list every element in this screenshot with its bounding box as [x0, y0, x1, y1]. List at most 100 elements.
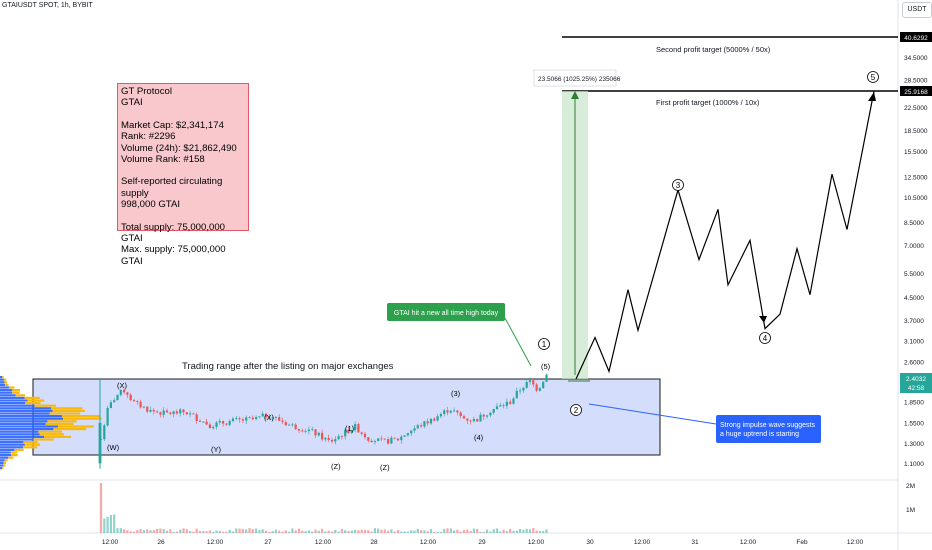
profile-bar-buy-5 [0, 389, 13, 392]
profile-bar-sell-30 [11, 454, 18, 457]
profile-bar-sell-32 [4, 459, 8, 462]
profile-bar-sell-22 [39, 433, 64, 436]
volume-bar-40 [231, 531, 235, 533]
candle-60 [297, 429, 301, 431]
wave-3: 3 [672, 179, 684, 191]
volume-bar-73 [340, 529, 343, 533]
volume-bar-126 [515, 530, 518, 533]
volume-bar-22 [172, 532, 175, 533]
subwave-y: (Y) [211, 445, 222, 454]
candle-135 [545, 374, 548, 382]
price-axis[interactable]: 34.5000 28.5000 22.5000 18.5000 15.5000 12.50… [904, 55, 928, 468]
candle-117 [486, 415, 489, 417]
svg-text:5: 5 [871, 73, 876, 82]
vol-tick-2m: 2M [906, 483, 915, 490]
candle-106 [449, 410, 452, 413]
candle-79 [360, 432, 363, 434]
profile-bar-sell-28 [14, 448, 24, 451]
candle-64 [311, 429, 314, 431]
profile-bar-buy-29 [0, 451, 11, 454]
profile-bar-buy-33 [0, 461, 4, 464]
volume-bar-39 [228, 529, 231, 533]
profile-bar-sell-2 [4, 381, 8, 384]
measure-label: 23.5066 (1025.25%) 235066 [538, 76, 621, 83]
profile-bar-buy-30 [0, 454, 11, 457]
candle-115 [479, 414, 482, 422]
volume-bar-93 [406, 531, 409, 533]
y-tick-1: 28.5000 [904, 77, 928, 84]
volume-bar-135 [545, 529, 548, 533]
volume-bar-47 [255, 528, 258, 533]
target2-price-tag: 40.6292 [900, 32, 932, 42]
x-tick-6: 12:00 [420, 539, 437, 546]
range-label: Trading range after the listing on major… [182, 361, 394, 372]
volume-bar-11 [136, 530, 139, 533]
profile-bar-buy-22 [0, 433, 40, 436]
profile-bar-sell-0 [2, 376, 4, 379]
volume-bar-91 [400, 531, 403, 533]
volume-bar-26 [185, 529, 188, 533]
candle-111 [466, 418, 469, 421]
y-tick-11: 3.7000 [904, 318, 924, 325]
currency-button[interactable]: USDT [902, 2, 932, 18]
candle-82 [370, 440, 373, 443]
candle-1 [103, 425, 106, 440]
symbol-header[interactable]: GTAIUSDT SPOT, 1h, BYBIT [2, 2, 93, 9]
x-tick-10: 12:00 [634, 539, 651, 546]
profile-bar-sell-14 [49, 412, 81, 415]
time-axis[interactable]: 12:00 26 12:00 27 12:00 28 12:00 29 12:00 30 12:00… [102, 539, 864, 546]
candle-39 [228, 421, 231, 425]
volume-bar-76 [350, 530, 353, 533]
profile-bar-sell-3 [5, 383, 9, 386]
info-supply-label: Self-reported circulating supply [121, 176, 223, 199]
volume-bar-0 [99, 483, 103, 533]
x-tick-12: 12:00 [740, 539, 757, 546]
candle-12 [139, 401, 142, 408]
volume-bar-111 [466, 529, 469, 533]
profile-bar-sell-26 [24, 443, 41, 446]
profile-bar-buy-13 [0, 409, 53, 412]
svg-text:a huge uptrend is starting: a huge uptrend is starting [720, 431, 799, 438]
candle-62 [304, 431, 307, 432]
volume-bar-8 [126, 530, 129, 533]
candle-16 [152, 409, 155, 412]
profile-bar-buy-21 [0, 430, 39, 433]
profile-bar-buy-15 [0, 415, 62, 418]
volume-bar-30 [198, 530, 202, 533]
volume-bar-129 [525, 528, 528, 533]
volume-bar-113 [472, 528, 475, 533]
profile-bar-buy-8 [0, 396, 25, 399]
volume-bar-109 [459, 531, 462, 533]
volume-bar-12 [139, 529, 142, 533]
svg-text:40.6292: 40.6292 [904, 35, 928, 42]
volume-bar-55 [281, 531, 284, 533]
volume-bar-43 [241, 528, 244, 533]
candle-108 [456, 410, 459, 413]
volume-bar-83 [373, 528, 376, 533]
svg-text:2: 2 [574, 406, 579, 415]
candle-54 [278, 417, 281, 421]
y-tick-13: 2.6000 [904, 360, 924, 367]
candle-20 [165, 410, 169, 413]
candle-72 [337, 436, 340, 440]
candle-76 [350, 430, 353, 433]
candle-83 [373, 441, 376, 443]
candle-50 [264, 413, 268, 418]
volume-bar-25 [182, 528, 185, 533]
current-price-tag: 2.4032 42:58 [900, 373, 932, 393]
info-max-supply: Max. supply: 75,000,000 GTAI [121, 244, 226, 267]
volume-bar-110 [462, 529, 466, 533]
volume-bar-61 [301, 530, 304, 533]
candle-103 [439, 414, 442, 417]
volume-bar-119 [492, 529, 495, 533]
profile-bar-buy-34 [0, 464, 4, 467]
profile-bar-sell-9 [27, 399, 45, 402]
volume-bar-37 [222, 531, 225, 533]
candle-51 [268, 417, 271, 419]
candle-55 [281, 420, 284, 422]
volume-bar-77 [354, 529, 357, 533]
volume-bar-125 [512, 530, 515, 533]
profile-bar-sell-29 [10, 451, 18, 454]
profile-bar-sell-5 [12, 389, 20, 392]
